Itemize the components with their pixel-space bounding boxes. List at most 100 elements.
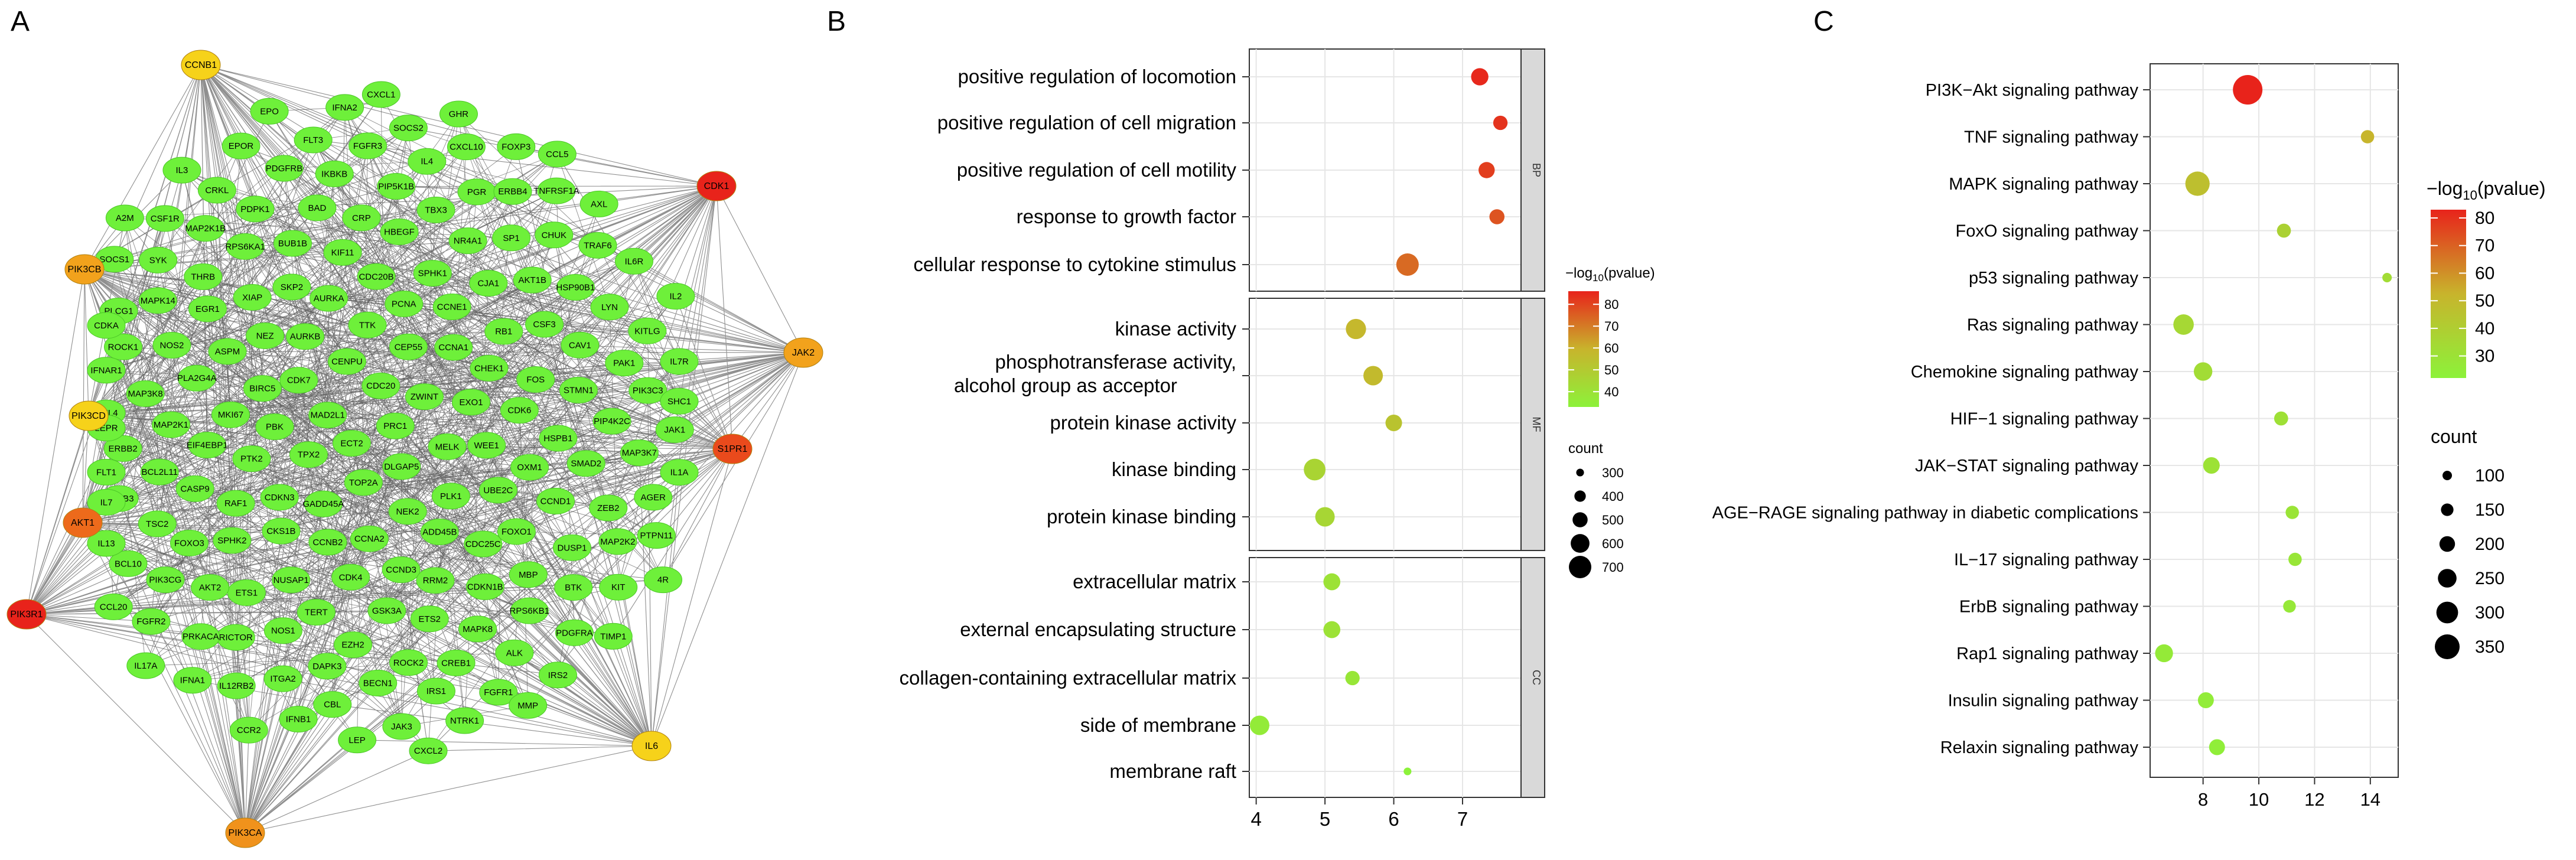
network-node: ZWINT: [405, 383, 444, 411]
go-point: [1493, 115, 1508, 131]
node-label: SP1: [503, 233, 519, 243]
node-label: CXCL2: [414, 746, 442, 756]
node-label: SMAD2: [571, 459, 601, 469]
node-shape: [294, 126, 333, 154]
node-shape: [132, 608, 171, 635]
node-label: CRP: [352, 213, 371, 223]
network-node: SYK: [139, 246, 178, 273]
node-shape: [217, 672, 256, 699]
node-shape: [405, 383, 444, 411]
network-node: CCNB2: [308, 529, 347, 556]
network-node: BCL2L11: [140, 458, 179, 486]
node-label: AKT2: [199, 583, 222, 593]
color-tick-label: 80: [2475, 209, 2494, 228]
panel-label-c: C: [1813, 6, 1834, 37]
node-shape: [348, 311, 387, 338]
node-shape: [388, 498, 427, 525]
node-shape: [464, 530, 503, 558]
kegg-color-legend-title: −log10(pvalue): [2427, 178, 2545, 203]
node-label: NR4A1: [454, 236, 482, 246]
network-node: PDGFRB: [265, 155, 304, 182]
node-label: BAD: [308, 203, 327, 213]
pathway-label: Ras signaling pathway: [1967, 316, 2139, 335]
node-label: NOS1: [271, 626, 295, 636]
node-shape: [410, 605, 449, 633]
node-shape: [525, 311, 564, 338]
network-node: IL1A: [660, 459, 699, 486]
node-shape: [140, 458, 179, 486]
color-tick-label: 30: [2475, 347, 2494, 366]
panel-label-b: B: [827, 6, 846, 37]
node-label: EPOR: [229, 141, 254, 151]
node-shape: [559, 377, 598, 404]
node-label: NUSAP1: [273, 575, 309, 585]
color-tick-label: 50: [1604, 363, 1618, 377]
node-shape: [308, 529, 347, 556]
node-label: IKBKB: [321, 169, 347, 179]
network-node: SMAD2: [566, 450, 605, 477]
network-node: PDPK1: [236, 196, 275, 223]
node-shape: [138, 287, 177, 314]
node-label: JAK1: [664, 425, 685, 435]
network-node: 4R: [643, 566, 682, 594]
network-node: FLT1: [87, 458, 126, 486]
go-legend: −log10(pvalue) 80 70 60 50 40 count 300 400 50…: [1565, 265, 1655, 578]
node-shape: [605, 350, 644, 377]
node-shape: [470, 354, 509, 382]
network-node: CDK7: [279, 367, 318, 394]
node-shape: [420, 519, 459, 546]
node-label: PRC1: [383, 421, 407, 431]
node-label: CDKN1B: [467, 582, 503, 592]
node-label: FGFR1: [484, 688, 513, 698]
node-shape: [478, 477, 517, 504]
node-shape: [146, 566, 185, 594]
network-node: CSF1R: [145, 205, 184, 232]
network-node: IFNA1: [173, 667, 212, 694]
node-label: PDPK1: [240, 204, 269, 214]
network-node: MAP3K8: [126, 380, 165, 407]
node-label: PGR: [467, 187, 487, 197]
network-node: FOXP3: [497, 133, 536, 160]
go-data-points: [1249, 68, 1508, 776]
size-legend-dot: [2438, 569, 2457, 588]
node-label: AKT1B: [518, 275, 546, 285]
go-point: [1323, 573, 1341, 591]
node-shape: [162, 157, 201, 184]
node-shape: [177, 364, 216, 392]
network-node: ITGA2: [263, 665, 302, 692]
network-node: EGR1: [188, 295, 227, 322]
network-node: TTK: [348, 311, 387, 338]
color-tick-label: 60: [1604, 341, 1618, 356]
kegg-point: [2274, 411, 2288, 426]
node-label: GADD45A: [302, 499, 344, 509]
node-label: SOCS1: [99, 255, 129, 265]
term-label: positive regulation of cell motility: [957, 159, 1237, 181]
hub-shape: [63, 507, 103, 538]
node-label: CDC20B: [359, 272, 393, 282]
node-label: IL4: [421, 157, 433, 167]
node-label: GSK3A: [372, 606, 402, 616]
node-shape: [367, 597, 406, 624]
facet-bp: BP positive regulation of locomotion posit…: [913, 48, 1545, 292]
network-node: TNFRSF1A: [533, 177, 579, 204]
pathway-label: p53 signaling pathway: [1969, 269, 2138, 288]
facet-strip: [1520, 48, 1545, 292]
node-label: CXCL10: [450, 142, 483, 152]
node-label: KIF11: [331, 247, 354, 258]
go-point: [1346, 318, 1366, 340]
node-label: IFNAR1: [90, 366, 122, 376]
node-label: SPHK2: [217, 536, 246, 546]
node-shape: [497, 518, 536, 545]
color-tick-label: 70: [2475, 236, 2494, 256]
go-point: [1478, 162, 1495, 178]
facet-strip: [1520, 298, 1545, 551]
network-node: NTRK1: [445, 707, 484, 734]
node-label: CXCL1: [367, 90, 395, 100]
term-label: positive regulation of locomotion: [958, 66, 1236, 87]
pathway-label: Relaxin signaling pathway: [1940, 738, 2139, 757]
term-label: extracellular matrix: [1073, 571, 1236, 592]
node-shape: [493, 178, 532, 205]
node-label: BUB1B: [278, 239, 307, 249]
node-shape: [94, 593, 133, 620]
node-label: ROCK1: [108, 342, 139, 352]
